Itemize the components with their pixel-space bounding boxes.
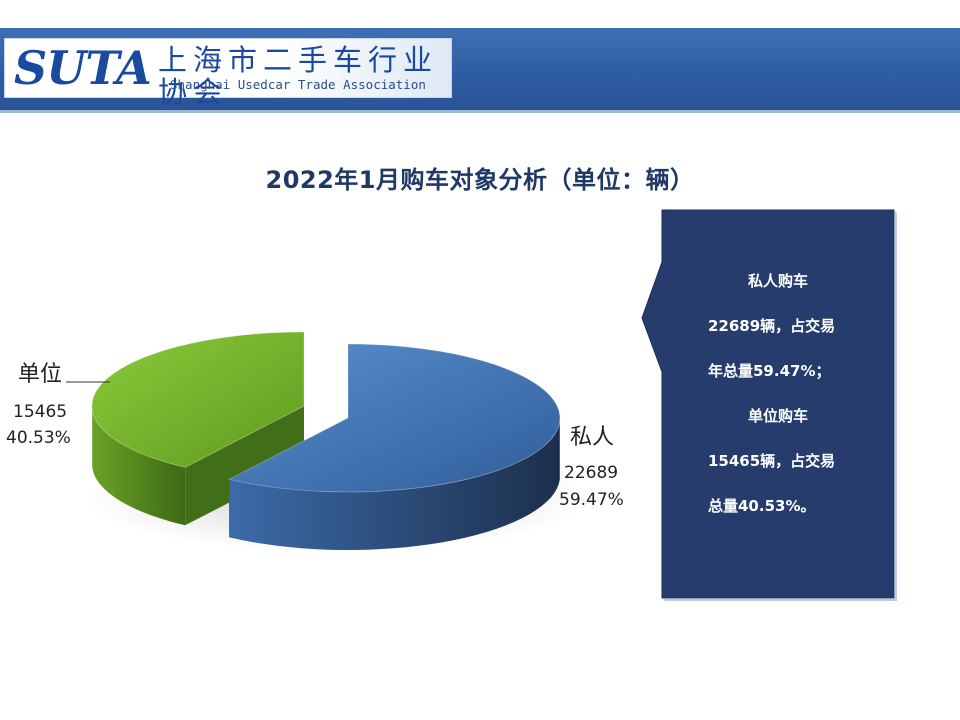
callout-line-6: 总量40.53%。 bbox=[708, 497, 816, 515]
org-name-en: Shanghai Usedcar Trade Association bbox=[170, 77, 426, 92]
org-name-cn: 上海市二手车行业协会 bbox=[158, 43, 439, 109]
callout-line-2: 22689辆，占交易 bbox=[708, 317, 836, 335]
label-unit-percent: 40.53% bbox=[6, 428, 71, 448]
slice-unit-top bbox=[91, 331, 305, 468]
label-private-percent: 59.47% bbox=[559, 490, 624, 510]
callout-line-5: 15465辆，占交易 bbox=[708, 452, 836, 470]
slice-private-top bbox=[227, 343, 561, 493]
callout-line-3: 年总量59.47%； bbox=[708, 362, 831, 380]
callout-line-4: 单位购车 bbox=[748, 407, 809, 425]
header-banner: SUTA 上海市二手车行业协会 Shanghai Usedcar Trade A… bbox=[0, 28, 960, 113]
label-unit-name: 单位 bbox=[18, 362, 63, 387]
callout-line-1: 私人购车 bbox=[748, 272, 809, 290]
chart-title: 2022年1月购车对象分析（单位：辆） bbox=[265, 166, 695, 194]
logo: SUTA 上海市二手车行业协会 Shanghai Usedcar Trade A… bbox=[4, 38, 452, 108]
logo-suta-text: SUTA bbox=[14, 41, 152, 95]
slice-private-side bbox=[229, 421, 560, 550]
label-private-name: 私人 bbox=[570, 425, 615, 450]
label-private-value: 22689 bbox=[564, 463, 619, 483]
label-unit-value: 15465 bbox=[13, 402, 68, 422]
slice-unit-wall-0 bbox=[185, 406, 304, 526]
callout-shape bbox=[641, 209, 895, 599]
slice-unit-side bbox=[92, 409, 186, 526]
